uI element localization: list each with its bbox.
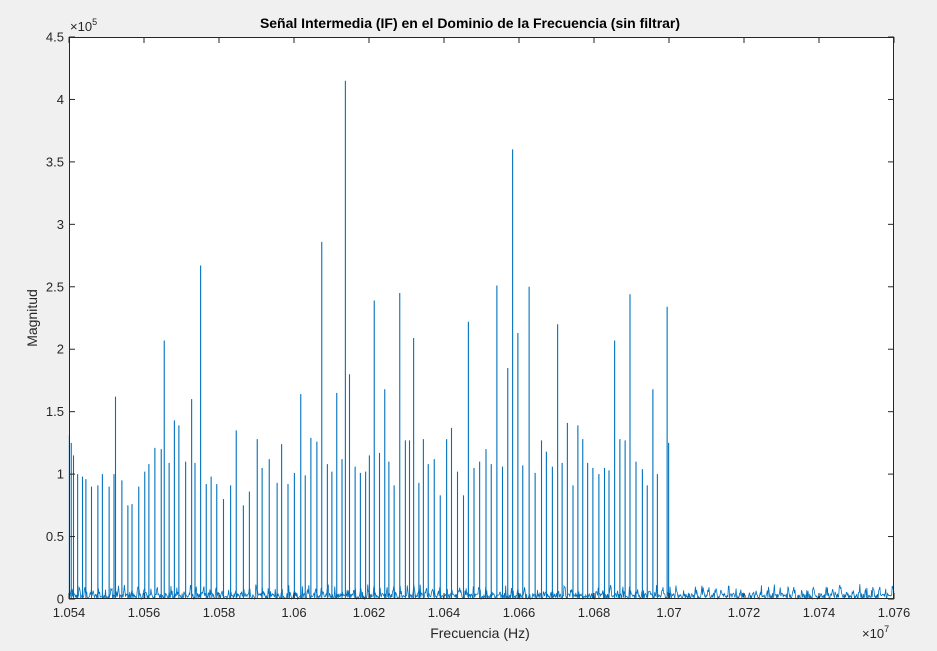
x-exponent-label: ×107: [862, 624, 889, 641]
x-tick-label: 1.062: [353, 605, 386, 620]
chart-title: Señal Intermedia (IF) en el Dominio de l…: [260, 15, 680, 31]
y-tick-label: 0.5: [46, 529, 64, 544]
y-tick-label: 1: [57, 467, 64, 482]
y-tick-label: 2.5: [46, 279, 64, 294]
x-tick-label: 1.054: [53, 605, 86, 620]
x-tick-label: 1.066: [503, 605, 536, 620]
y-exponent-power: 5: [92, 17, 97, 27]
y-axis: 0 0.5 1 1.5 2 2.5 3 3.5 4 4.5: [46, 30, 894, 607]
x-exponent-power: 7: [884, 624, 889, 634]
y-exponent-label: ×105: [70, 17, 97, 34]
x-tick-label: 1.064: [428, 605, 461, 620]
y-tick-label: 1.5: [46, 404, 64, 419]
y-axis-label: Magnitud: [24, 289, 40, 347]
x-tick-label: 1.058: [203, 605, 236, 620]
y-tick-label: 4: [57, 92, 64, 107]
x-axis: 1.054 1.056 1.058 1.06 1.062 1.064 1.066 1.068 1…: [53, 37, 911, 620]
axes-box: [69, 37, 894, 599]
y-tick-label: 0: [57, 592, 64, 607]
x-tick-label: 1.072: [728, 605, 761, 620]
x-tick-label: 1.06: [281, 605, 306, 620]
x-tick-label: 1.076: [878, 605, 911, 620]
y-tick-label: 4.5: [46, 30, 64, 45]
x-tick-label: 1.068: [578, 605, 611, 620]
plot-layer: [68, 80, 895, 601]
x-axis-label: Frecuencia (Hz): [430, 625, 530, 641]
y-tick-label: 2: [57, 342, 64, 357]
plot-area: [69, 37, 894, 599]
x-tick-label: 1.056: [128, 605, 161, 620]
y-tick-label: 3.5: [46, 154, 64, 169]
y-tick-label: 3: [57, 217, 64, 232]
x-tick-label: 1.074: [803, 605, 836, 620]
x-tick-label: 1.07: [656, 605, 681, 620]
